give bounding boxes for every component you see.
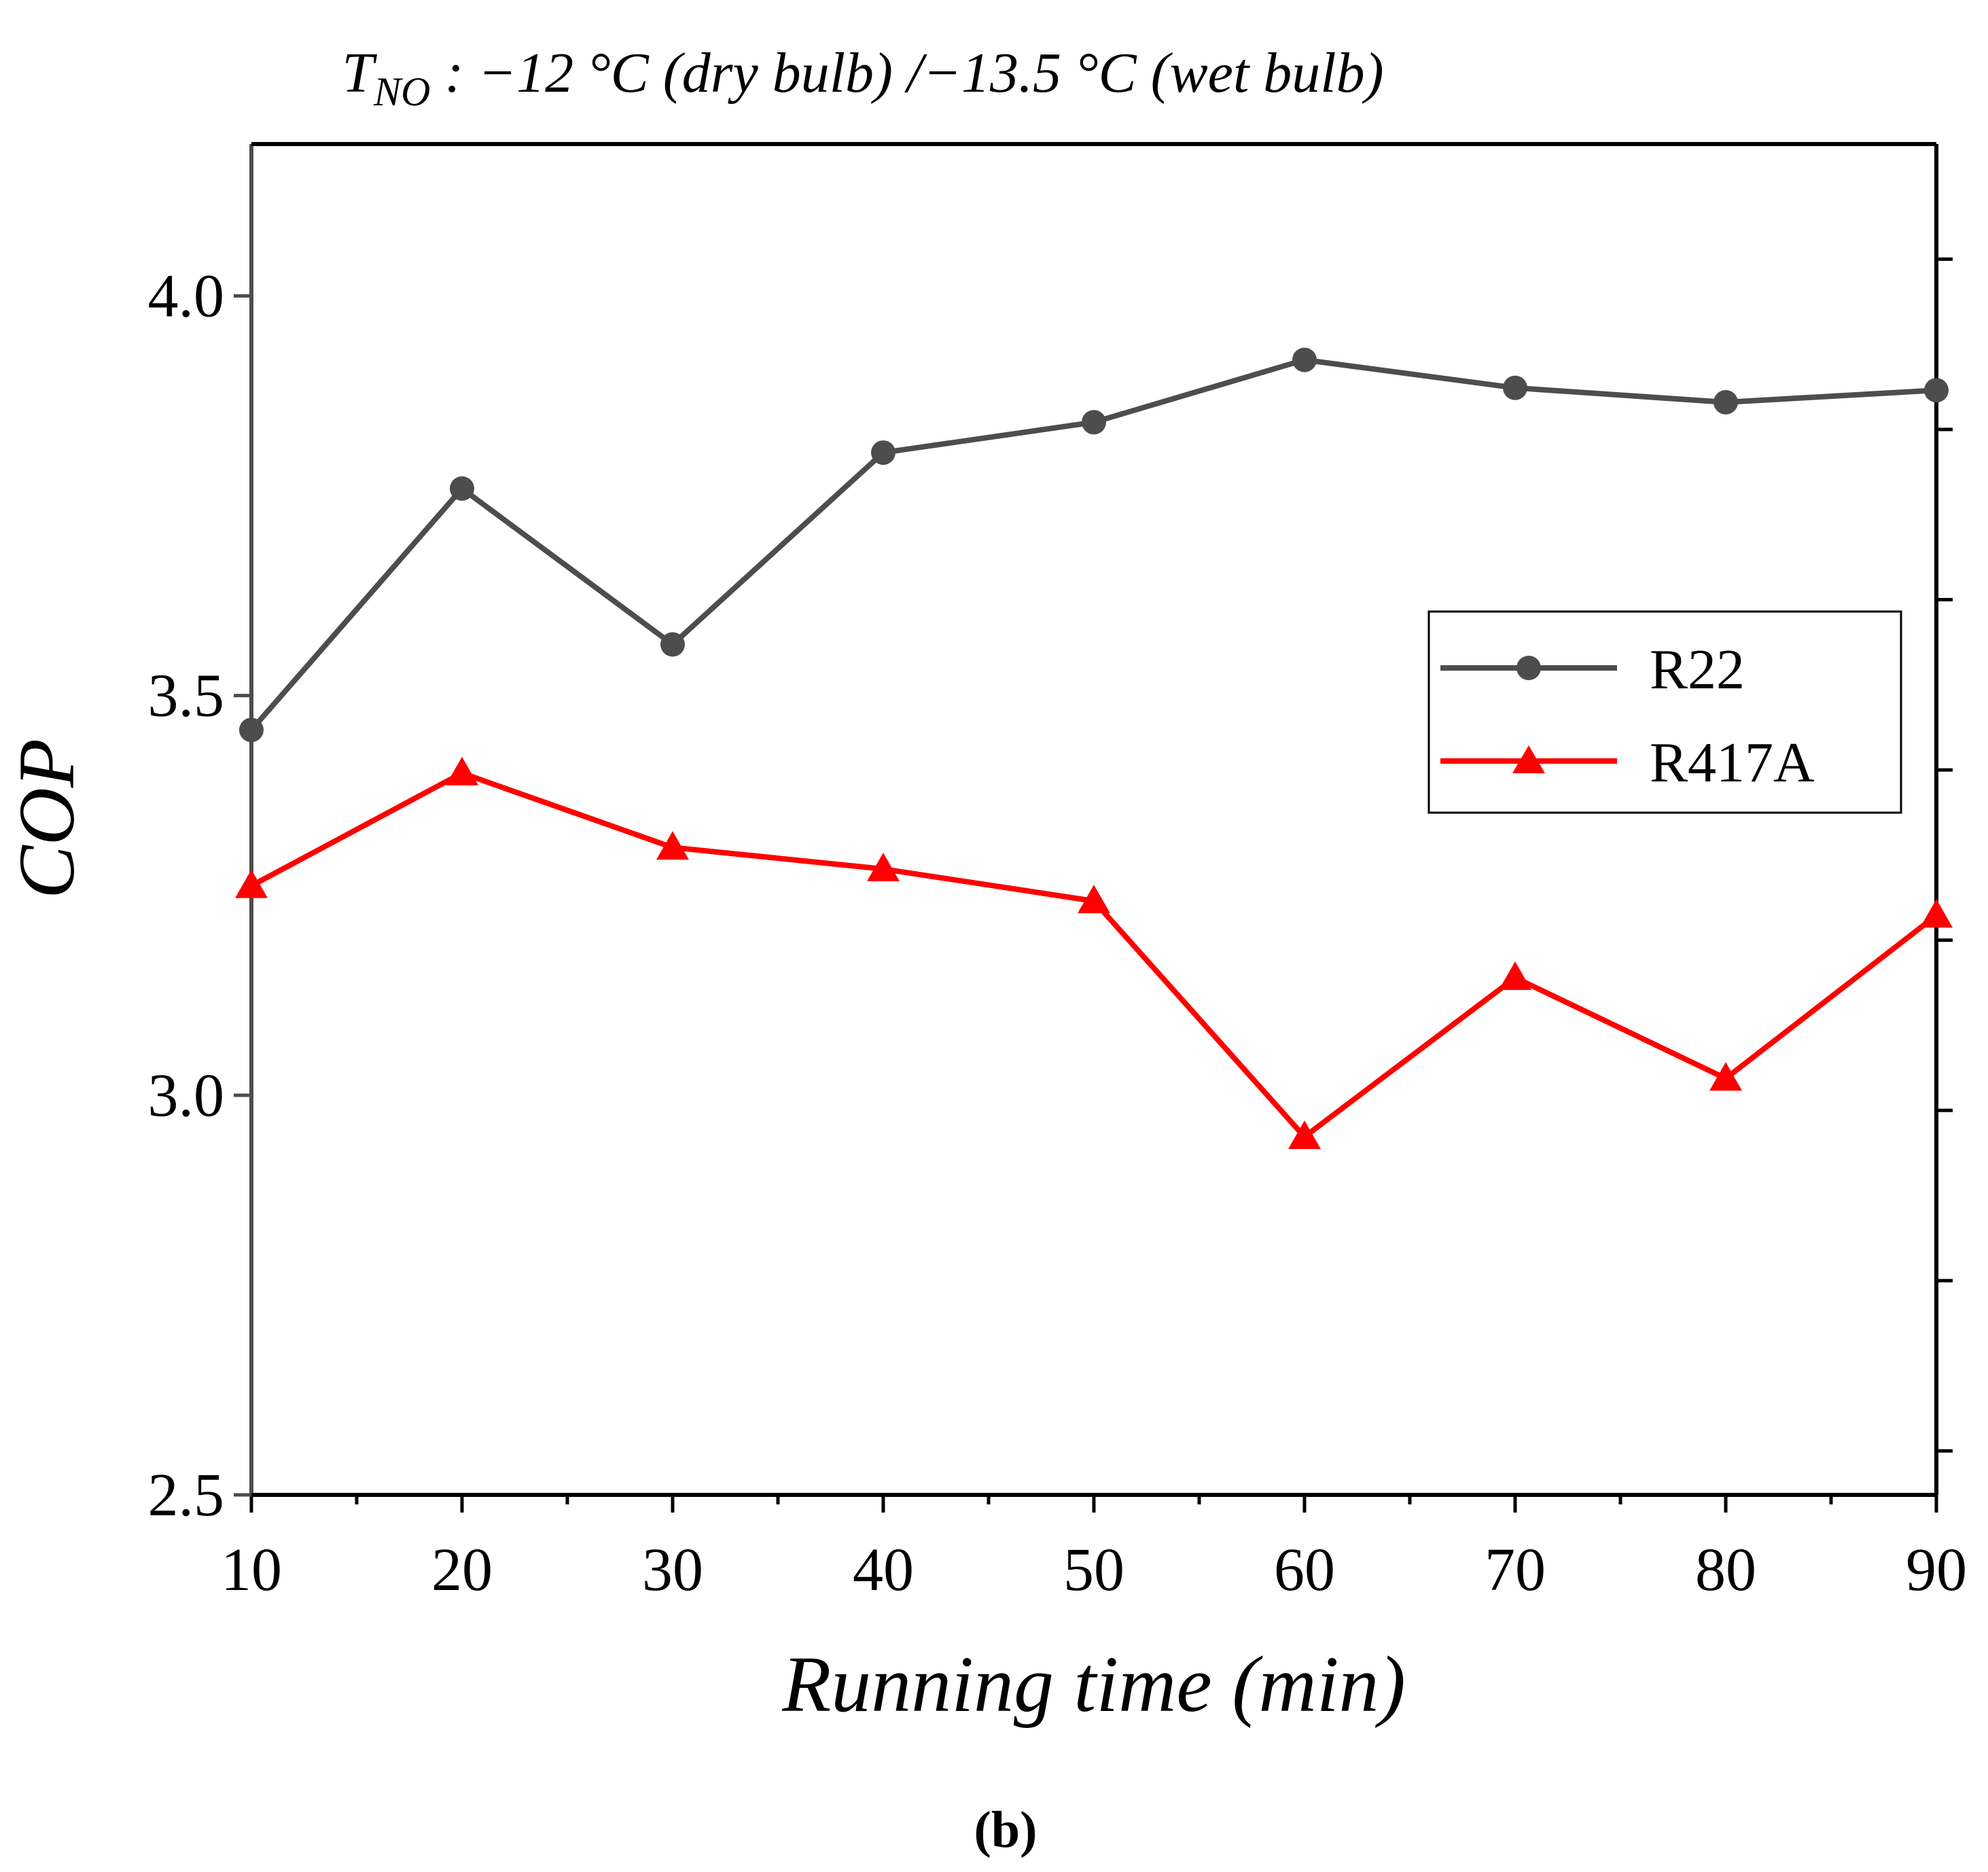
x-tick-label: 80	[1695, 1536, 1756, 1604]
data-point-r22	[1714, 389, 1738, 414]
x-axis-label: Running time (min)	[781, 1640, 1406, 1729]
data-series	[235, 347, 1953, 1150]
data-point-r417a	[1499, 961, 1531, 990]
legend-marker-r22	[1516, 656, 1541, 680]
data-point-r417a	[1078, 884, 1110, 913]
data-point-r22	[1082, 410, 1106, 435]
data-point-r417a	[656, 831, 689, 860]
data-point-r22	[239, 718, 264, 743]
legend-label-r22: R22	[1650, 638, 1745, 701]
y-tick-label: 2.5	[148, 1462, 225, 1529]
data-point-r22	[1503, 375, 1527, 400]
x-tick-label: 90	[1906, 1536, 1967, 1604]
legend: R22 R417A	[1427, 610, 1902, 814]
plot-frame	[249, 142, 1938, 1497]
axis-ticks: 10 20 30 40 50 60 70 80 90 2.5 3.0 3.5 4.0	[148, 257, 1967, 1604]
chart-title-subscript: NO	[373, 69, 430, 114]
chart-title-rest: : −12 °C (dry bulb) /−13.5 °C (wet bulb)	[430, 41, 1383, 105]
data-point-r22	[871, 440, 895, 465]
data-point-r417a	[867, 852, 900, 881]
chart-title-main: T	[342, 41, 377, 105]
legend-box	[1427, 610, 1902, 814]
y-tick-label: 3.5	[148, 663, 225, 730]
y-tick-label: 3.0	[148, 1062, 225, 1129]
y-tick-label: 4.0	[148, 263, 225, 330]
data-point-r22	[450, 476, 474, 501]
chart-title: TNO : −12 °C (dry bulb) /−13.5 °C (wet b…	[342, 41, 1383, 114]
data-point-r417a	[446, 756, 478, 785]
data-point-r417a	[1920, 899, 1953, 928]
data-point-r417a	[1288, 1120, 1321, 1150]
x-tick-label: 50	[1063, 1536, 1124, 1604]
y-axis-label: COP	[2, 739, 91, 899]
panel-label: (b)	[974, 1801, 1037, 1858]
legend-marker-r417a	[1512, 745, 1545, 773]
x-tick-label: 70	[1485, 1536, 1546, 1604]
legend-label-r417a: R417A	[1650, 731, 1815, 794]
x-tick-label: 10	[221, 1536, 282, 1604]
data-point-r417a	[1709, 1062, 1742, 1091]
series-line-r417a	[250, 770, 1938, 1140]
x-tick-label: 40	[853, 1536, 914, 1604]
data-point-r22	[660, 632, 685, 657]
data-point-r417a	[235, 869, 268, 898]
x-tick-label: 60	[1274, 1536, 1335, 1604]
x-tick-label: 20	[431, 1536, 493, 1604]
data-point-r22	[1292, 347, 1317, 372]
x-tick-label: 30	[642, 1536, 703, 1604]
data-point-r22	[1924, 378, 1949, 403]
